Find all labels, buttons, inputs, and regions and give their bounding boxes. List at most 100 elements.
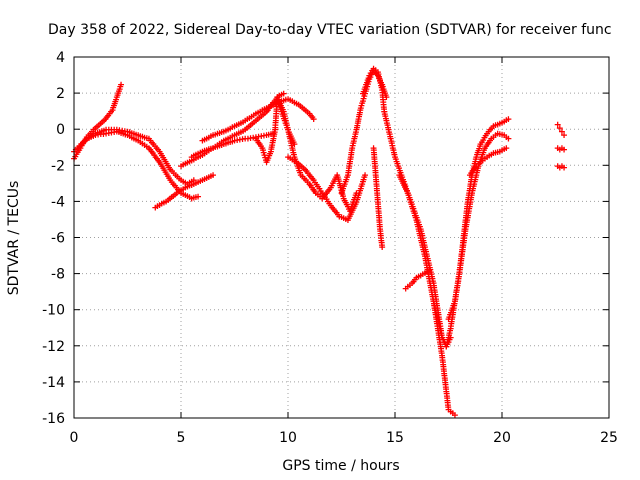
data-point: + [445, 313, 452, 326]
data-point-fill: + [163, 195, 170, 208]
data-point-fill: + [380, 96, 387, 109]
data-point-fill: + [223, 133, 230, 146]
data-point-fill: + [206, 143, 213, 156]
data-point-fill: + [460, 238, 467, 251]
data-point-fill: + [281, 107, 288, 120]
data-point-fill: + [360, 173, 367, 186]
data-point-fill: + [250, 108, 257, 121]
data-point-fill: + [373, 177, 380, 190]
data-point-fill: + [403, 182, 410, 195]
data-point-fill: + [374, 189, 381, 202]
data-point-fill: + [412, 207, 419, 220]
data-point: + [188, 192, 195, 205]
data-point-fill: + [434, 319, 441, 332]
data-point-fill: + [448, 319, 455, 332]
data-point-fill: + [483, 139, 490, 152]
data-point-fill: + [457, 261, 464, 274]
data-point-fill: + [497, 127, 504, 140]
data-point-fill: + [250, 131, 257, 144]
data-point-fill: + [271, 125, 278, 138]
data-point: + [113, 123, 120, 136]
data-point-fill: + [371, 146, 378, 159]
data-point: + [274, 91, 281, 104]
data-point-fill: + [272, 116, 279, 129]
data-point-fill: + [151, 148, 158, 161]
data-point-fill: + [279, 107, 286, 120]
data-point-fill: + [487, 123, 494, 136]
data-point-fill: + [447, 324, 454, 337]
data-point-fill: + [433, 315, 440, 328]
data-point-fill: + [482, 129, 489, 142]
data-point: + [497, 145, 504, 158]
data-point-fill: + [269, 136, 276, 149]
data-point-fill: + [287, 152, 294, 165]
data-point-fill: + [346, 157, 353, 170]
data-point-fill: + [423, 256, 430, 269]
data-point: + [398, 168, 405, 181]
data-point-fill: + [472, 171, 479, 184]
data-point-fill: + [154, 152, 161, 165]
data-point-fill: + [438, 344, 445, 357]
data-point-fill: + [454, 277, 461, 290]
data-point-fill: + [171, 167, 178, 180]
data-point-fill: + [448, 306, 455, 319]
data-point: + [420, 268, 427, 281]
data-point-fill: + [206, 131, 213, 144]
series-track-18: ++++++++++++++++++++++++++++++++++++++++… [445, 127, 512, 326]
data-point-fill: + [174, 170, 181, 183]
data-point-fill: + [482, 152, 489, 165]
data-point-fill: + [352, 197, 359, 210]
data-point-fill: + [367, 67, 374, 80]
data-point-fill: + [378, 236, 385, 249]
data-point: + [556, 143, 563, 156]
data-point: + [405, 186, 412, 199]
data-point-fill: + [494, 145, 501, 158]
data-point-fill: + [419, 229, 426, 242]
data-point-fill: + [375, 198, 382, 211]
data-point-fill: + [461, 225, 468, 238]
data-point: + [422, 250, 429, 263]
data-point: + [118, 78, 125, 91]
data-point-fill: + [466, 200, 473, 213]
data-point-fill: + [273, 105, 280, 118]
data-point-fill: + [375, 204, 382, 217]
data-point-fill: + [155, 143, 162, 156]
data-point-fill: + [272, 119, 279, 132]
data-point-fill: + [111, 125, 118, 138]
data-point-fill: + [349, 198, 356, 211]
data-point-fill: + [356, 186, 363, 199]
data-point-fill: + [298, 160, 305, 173]
data-point: + [473, 159, 480, 172]
data-point-fill: + [225, 136, 232, 149]
data-point-fill: + [465, 207, 472, 220]
data-point-fill: + [443, 387, 450, 400]
y-tick-labels: 4 2 0 -2 -4 -6 -8 -10 -12 -14 -16 [42, 50, 65, 427]
data-point-fill: + [436, 315, 443, 328]
data-point-fill: + [287, 127, 294, 140]
data-point: + [101, 114, 108, 127]
data-point-fill: + [437, 324, 444, 337]
data-point-fill: + [113, 93, 120, 106]
data-point-fill: + [376, 72, 383, 85]
data-point-fill: + [163, 157, 170, 170]
data-point-fill: + [274, 93, 281, 106]
data-point-fill: + [322, 188, 329, 201]
data-point: + [220, 138, 227, 151]
data-point-fill: + [137, 129, 144, 142]
data-point-fill: + [381, 103, 388, 116]
data-point: + [152, 201, 159, 214]
data-point-fill: + [497, 117, 504, 130]
data-point-fill: + [473, 168, 480, 181]
data-point-fill: + [364, 76, 371, 89]
data-point-fill: + [106, 107, 113, 120]
data-point-fill: + [101, 124, 108, 137]
data-point-fill: + [390, 144, 397, 157]
data-point-fill: + [258, 130, 265, 143]
data-point-fill: + [380, 91, 387, 104]
data-point-fill: + [86, 131, 93, 144]
data-point-fill: + [404, 184, 411, 197]
data-point: + [184, 177, 191, 190]
data-point-fill: + [351, 132, 358, 145]
data-point-fill: + [354, 121, 361, 134]
data-point-fill: + [448, 304, 455, 317]
